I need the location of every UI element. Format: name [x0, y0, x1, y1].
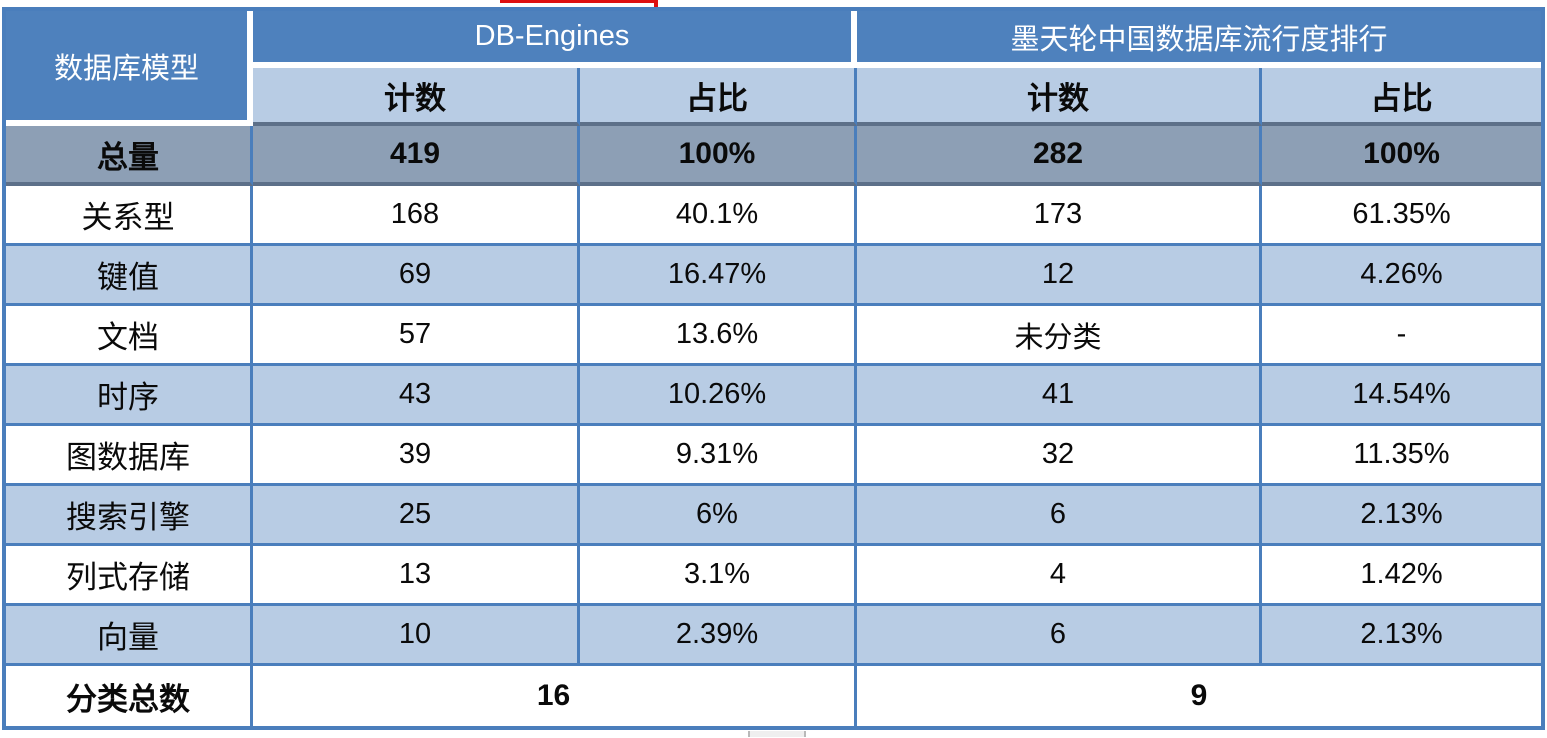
cell-db-share: 16.47%: [580, 246, 857, 306]
cell-db-count: 25: [253, 486, 580, 546]
col-header-db-share: 占比: [580, 68, 857, 126]
table-row-category-totals: 分类总数 16 9: [6, 666, 1542, 726]
footer-label: 分类总数: [6, 666, 253, 726]
cell-mt-count: 6: [857, 606, 1262, 666]
cell-mt-count: 4: [857, 546, 1262, 606]
header-subcolumn-row: 计数 占比 计数 占比: [6, 68, 1542, 126]
header-group-row: 数据库模型 DB-Engines 墨天轮中国数据库流行度排行: [6, 11, 1542, 126]
cell-mt-share: 2.13%: [1262, 486, 1542, 546]
cell-mt-share: 1.42%: [1262, 546, 1542, 606]
cell-mt-count: 32: [857, 426, 1262, 486]
table-row-relational: 关系型 168 40.1% 173 61.35%: [6, 186, 1542, 246]
row-label: 总量: [6, 126, 253, 186]
cell-db-share: 10.26%: [580, 366, 857, 426]
table-row-time-series: 时序 43 10.26% 41 14.54%: [6, 366, 1542, 426]
footer-db-engines-category-total: 16: [253, 666, 857, 726]
cell-db-share: 40.1%: [580, 186, 857, 246]
cell-mt-count: 12: [857, 246, 1262, 306]
row-label: 时序: [6, 366, 253, 426]
cell-mt-share: 11.35%: [1262, 426, 1542, 486]
group-header-db-engines: DB-Engines: [253, 11, 857, 68]
cell-db-count: 13: [253, 546, 580, 606]
cell-mt-count: 282: [857, 126, 1262, 186]
cell-mt-count: 6: [857, 486, 1262, 546]
cell-db-share: 100%: [580, 126, 857, 186]
table-row-graph: 图数据库 39 9.31% 32 11.35%: [6, 426, 1542, 486]
cell-mt-count: 41: [857, 366, 1262, 426]
group-header-motianlun: 墨天轮中国数据库流行度排行: [857, 11, 1542, 68]
row-label: 关系型: [6, 186, 253, 246]
cell-db-count: 39: [253, 426, 580, 486]
cell-db-count: 57: [253, 306, 580, 366]
cell-mt-count: 173: [857, 186, 1262, 246]
row-label: 文档: [6, 306, 253, 366]
comparison-table: 数据库模型 DB-Engines 墨天轮中国数据库流行度排行 计数 占比 计数 …: [2, 7, 1546, 730]
table-row-total: 总量 419 100% 282 100%: [6, 126, 1542, 186]
cell-db-count: 10: [253, 606, 580, 666]
cell-mt-share: 14.54%: [1262, 366, 1542, 426]
col-header-mt-share: 占比: [1262, 68, 1542, 126]
cell-db-count: 419: [253, 126, 580, 186]
table-row-columnar: 列式存储 13 3.1% 4 1.42%: [6, 546, 1542, 606]
database-model-comparison-table: 数据库模型 DB-Engines 墨天轮中国数据库流行度排行 计数 占比 计数 …: [2, 7, 1546, 730]
cell-db-share: 3.1%: [580, 546, 857, 606]
row-label: 搜索引擎: [6, 486, 253, 546]
table-row-document: 文档 57 13.6% 未分类 -: [6, 306, 1542, 366]
cell-mt-count: 未分类: [857, 306, 1262, 366]
cell-db-share: 13.6%: [580, 306, 857, 366]
row-label: 向量: [6, 606, 253, 666]
row-label: 图数据库: [6, 426, 253, 486]
cell-db-count: 69: [253, 246, 580, 306]
cell-db-share: 6%: [580, 486, 857, 546]
row-label: 列式存储: [6, 546, 253, 606]
table-row-key-value: 键值 69 16.47% 12 4.26%: [6, 246, 1542, 306]
cell-mt-share: 4.26%: [1262, 246, 1542, 306]
cropped-text-artifact: [654, 0, 658, 7]
cell-mt-share: -: [1262, 306, 1542, 366]
table-row-vector: 向量 10 2.39% 6 2.13%: [6, 606, 1542, 666]
cell-mt-share: 2.13%: [1262, 606, 1542, 666]
cell-db-count: 43: [253, 366, 580, 426]
cell-db-count: 168: [253, 186, 580, 246]
footer-motianlun-category-total: 9: [857, 666, 1542, 726]
cell-db-share: 2.39%: [580, 606, 857, 666]
corner-header-database-model: 数据库模型: [6, 11, 253, 126]
row-label: 键值: [6, 246, 253, 306]
cell-mt-share: 100%: [1262, 126, 1542, 186]
cell-mt-share: 61.35%: [1262, 186, 1542, 246]
scrollbar-fragment-artifact: [748, 731, 806, 737]
cell-db-share: 9.31%: [580, 426, 857, 486]
table-row-search-engine: 搜索引擎 25 6% 6 2.13%: [6, 486, 1542, 546]
cropped-text-underline-artifact: [500, 0, 658, 3]
col-header-mt-count: 计数: [857, 68, 1262, 126]
col-header-db-count: 计数: [253, 68, 580, 126]
